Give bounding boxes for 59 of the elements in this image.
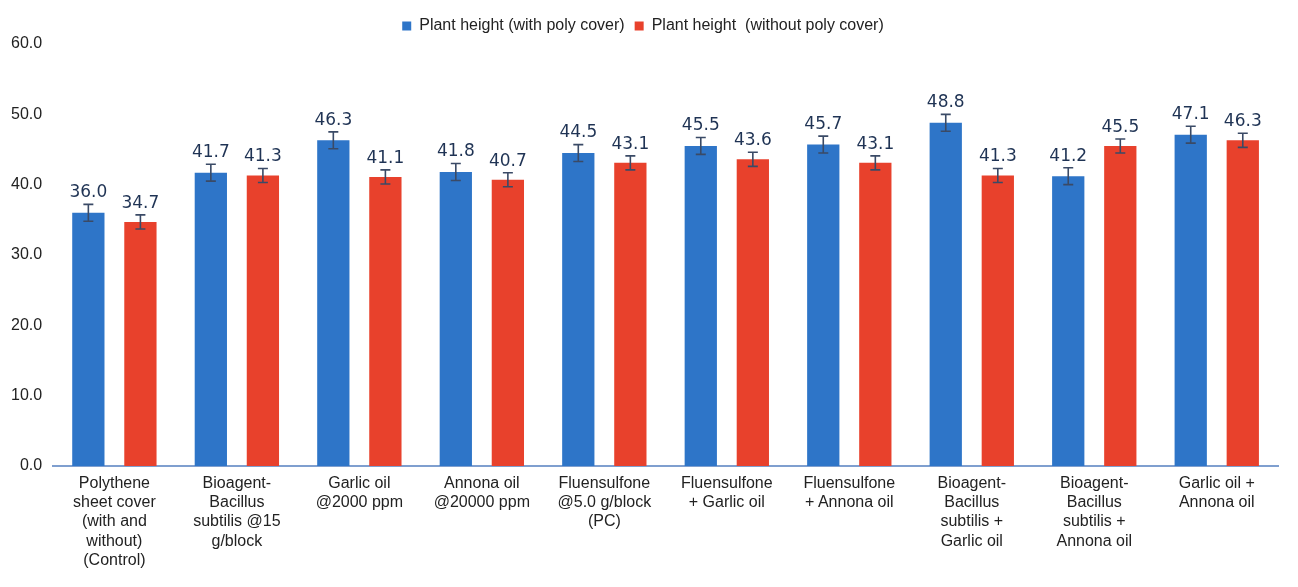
bar (929, 122, 962, 466)
y-tick-label: 0.0 (19, 456, 43, 474)
data-label: 41.7 (191, 141, 230, 162)
data-label: 43.1 (611, 132, 650, 153)
bar (1226, 140, 1259, 466)
data-label: 41.2 (1049, 144, 1088, 165)
data-label: 45.5 (1101, 115, 1140, 136)
data-label: 41.1 (366, 146, 405, 167)
data-label: 41.3 (243, 145, 282, 166)
x-tick-label: Fluensulfone + Annona oil (803, 474, 896, 511)
x-tick-label: Fluensulfone + Garlic oil (681, 474, 773, 511)
bar (736, 159, 769, 466)
bar (439, 172, 472, 466)
x-tick-label: Garlic oil @2000 ppm (315, 474, 404, 511)
bar (562, 153, 595, 466)
bar (72, 212, 105, 466)
data-label: 40.7 (488, 149, 527, 170)
data-label: 41.8 (436, 140, 475, 161)
x-tick-label: Bioagent-Bacillus subtilis + Annona oil (1056, 474, 1133, 549)
bar (246, 175, 280, 466)
data-label: 41.3 (978, 145, 1017, 166)
bar (1052, 176, 1085, 466)
x-tick-label: Polythene sheet cover (with and without) (Control) (73, 474, 157, 568)
x-tick-label: Garlic oil + Annona oil (1178, 474, 1255, 511)
bar (614, 162, 647, 466)
bar (981, 175, 1014, 466)
y-tick-label: 10.0 (11, 386, 43, 404)
y-tick-label: 60.0 (11, 34, 43, 52)
y-tick-label: 40.0 (11, 175, 43, 193)
bar (807, 144, 840, 466)
x-tick-label: Bioagent-Bacillus subtilis + Garlic oil (937, 474, 1007, 549)
data-label: 43.1 (856, 132, 895, 153)
bar (1174, 134, 1207, 466)
data-label: 46.3 (314, 108, 353, 129)
bar (124, 221, 157, 466)
bar (1104, 145, 1137, 466)
legend-label: Plant height (with poly cover) (419, 16, 625, 34)
y-tick-label: 30.0 (11, 245, 43, 263)
data-label: 45.7 (804, 113, 843, 134)
legend-label: Plant height (without poly cover) (651, 16, 884, 34)
bar (491, 179, 525, 466)
data-label: 36.0 (69, 181, 108, 202)
bar (684, 145, 717, 466)
data-label: 43.6 (733, 129, 772, 150)
x-tick-label: Fluensulfone @5.0 g/block (PC) (557, 474, 653, 530)
y-tick-label: 20.0 (11, 315, 43, 333)
data-label: 46.3 (1223, 110, 1262, 131)
bar (859, 162, 892, 466)
data-label: 45.5 (681, 114, 720, 135)
data-label: 48.8 (926, 91, 965, 112)
x-tick-label: Bioagent-Bacillus subtilis @15 g/block (193, 474, 281, 549)
data-label: 44.5 (559, 121, 598, 142)
x-tick-label: Annona oil @20000 ppm (433, 474, 530, 511)
bar (194, 172, 227, 466)
y-tick-label: 50.0 (11, 104, 43, 122)
data-label: 47.1 (1171, 103, 1210, 124)
data-label: 34.7 (121, 191, 160, 212)
bar (369, 176, 402, 466)
bar (317, 140, 350, 466)
